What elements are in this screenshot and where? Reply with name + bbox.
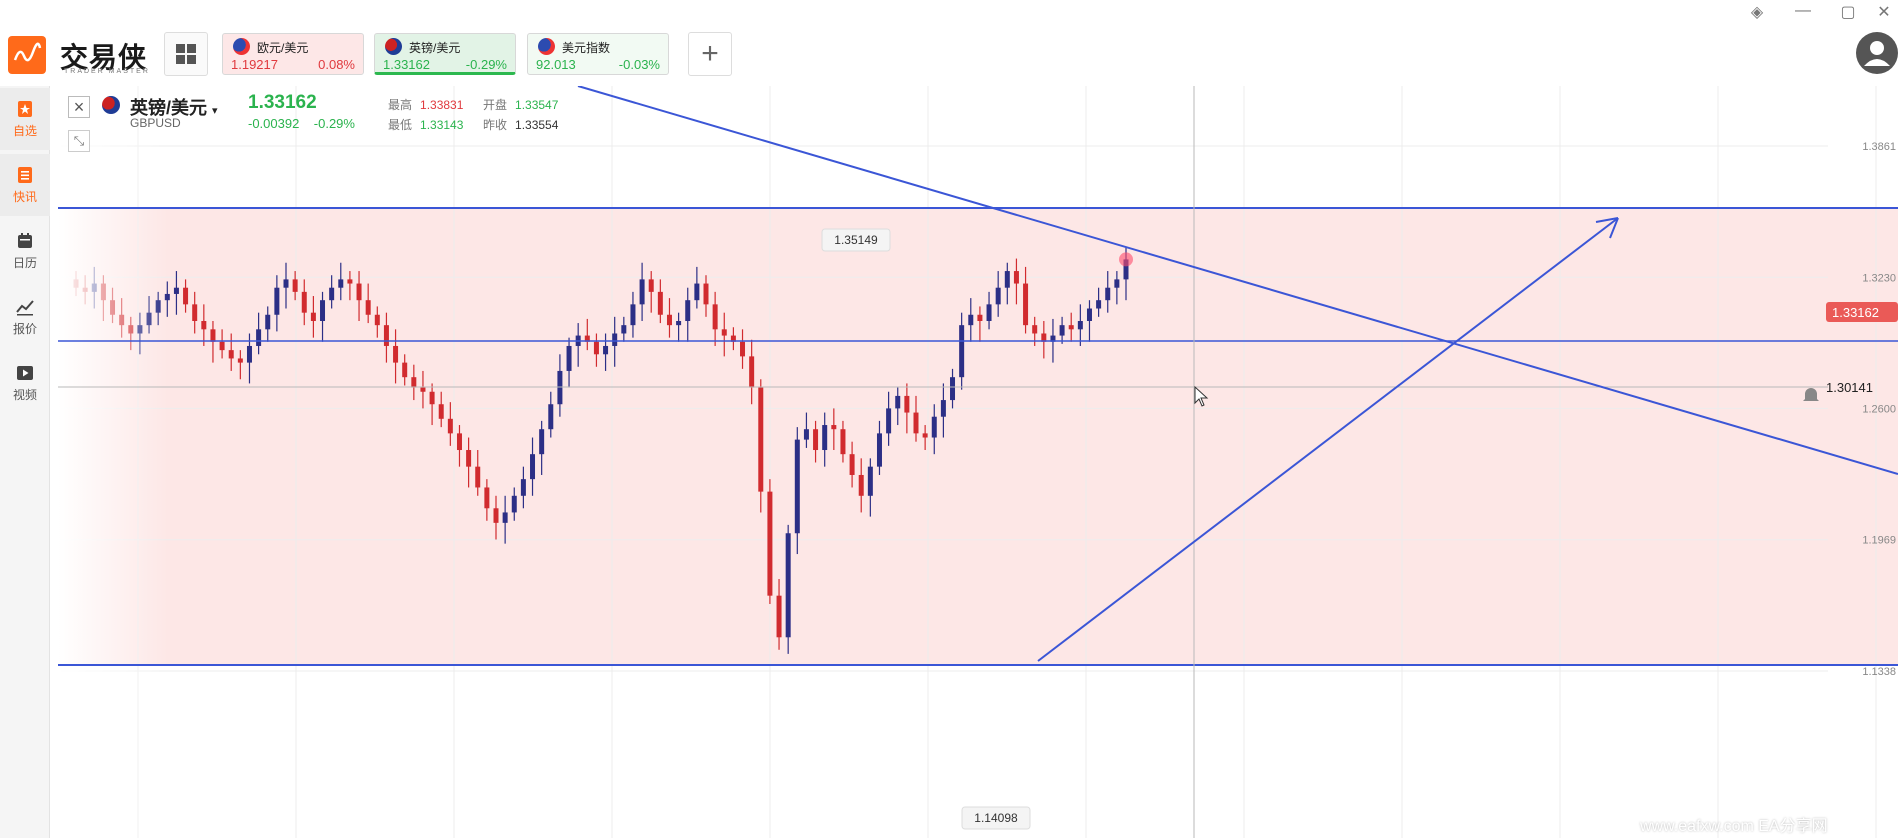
stat-high: 最高 1.33831 — [388, 96, 463, 113]
eu-us-flag-icon — [233, 38, 250, 55]
annotation-box — [821, 228, 891, 252]
top-bar: 交易侠 TRADER MASTER 欧元/美元 1.19217 0.08% 英镑… — [0, 0, 1898, 86]
annotation-text: 1.14098 — [974, 811, 1018, 825]
quote-tab-price: 1.33162 — [383, 57, 430, 72]
dropdown-caret-icon: ▾ — [212, 105, 218, 117]
quote-tab-price: 1.19217 — [231, 57, 278, 72]
bell-alert-icon — [1803, 388, 1819, 401]
close-chart-button[interactable]: × — [68, 96, 90, 118]
stat-label: 开盘 — [483, 98, 508, 112]
news-list-icon — [18, 167, 32, 183]
stat-open: 开盘 1.33547 — [483, 96, 558, 113]
annotation-box — [961, 806, 1031, 830]
minimize-button[interactable]: — — [1795, 2, 1811, 19]
sidebar-item-label: 视频 — [12, 388, 37, 402]
stat-prev-close: 昨收 1.33554 — [483, 116, 558, 133]
sidebar-item-news[interactable]: 快讯 — [0, 154, 50, 216]
symbol-code: GBPUSD — [130, 116, 181, 130]
quote-tab-change: -0.29% — [465, 57, 507, 72]
grid-icon — [176, 44, 196, 64]
price-tag-text: 1.33162 — [1832, 305, 1879, 320]
stat-value: 1.33143 — [420, 118, 464, 132]
cursor-price-tag: 1.30141 — [1826, 380, 1873, 395]
high-annotation: 1.35149 — [821, 228, 891, 252]
sidebar-item-video[interactable]: 视频 — [0, 352, 50, 414]
logo-wave-icon — [13, 42, 42, 62]
sidebar-item-label: 报价 — [12, 322, 37, 336]
quote-tab-eurusd[interactable]: 欧元/美元 1.19217 0.08% — [222, 33, 364, 75]
user-icon — [1864, 41, 1890, 66]
play-icon — [17, 366, 33, 380]
ascending-trendline — [1037, 217, 1619, 662]
quote-tab-name: 欧元/美元 — [257, 41, 309, 55]
trend-line-icon — [16, 300, 34, 316]
quote-tab-change: 0.08% — [318, 57, 355, 72]
arrow-head — [1595, 217, 1619, 239]
collapse-chart-button[interactable]: ⤡ — [68, 130, 90, 152]
low-annotation: 1.14098 — [961, 806, 1031, 830]
close-window-button[interactable]: ✕ — [1877, 4, 1891, 21]
annotation-text: 1.35149 — [834, 233, 878, 247]
symbol-price: 1.33162 — [248, 92, 317, 113]
quote-tab-change: -0.03% — [618, 57, 660, 72]
change-value: -0.00392 — [248, 116, 300, 131]
mouse-cursor-icon — [1194, 385, 1209, 407]
change-percent: -0.29% — [313, 116, 355, 131]
uk-us-flag-icon — [102, 96, 120, 114]
avatar[interactable] — [1856, 32, 1898, 74]
quote-tab-price: 92.013 — [536, 57, 576, 72]
stat-label: 昨收 — [483, 118, 508, 132]
brand-name: 交易侠 — [60, 41, 148, 74]
quote-tab-usdindex[interactable]: 美元指数 92.013 -0.03% — [527, 33, 669, 75]
descending-trendline — [577, 86, 1898, 475]
sidebar-item-label: 自选 — [12, 124, 37, 138]
left-sidebar: 自选 快讯 日历 报价 视频 — [0, 86, 50, 838]
sidebar-item-quotes[interactable]: 报价 — [0, 286, 50, 348]
stat-value: 1.33547 — [515, 98, 559, 112]
quote-tab-gbpusd[interactable]: 英镑/美元 1.33162 -0.29% — [374, 33, 516, 75]
watermark: www.eafxw.com EA分享网 — [1640, 818, 1828, 835]
sidebar-item-label: 快讯 — [12, 190, 37, 204]
stat-value: 1.33554 — [515, 118, 559, 132]
plus-icon: + — [701, 37, 719, 70]
stat-low: 最低 1.33143 — [388, 116, 463, 133]
left-fade — [58, 86, 1898, 838]
chart-panel: 1.38611.32301.26001.19691.13381.351491.1… — [58, 86, 1898, 838]
quote-tab-name: 美元指数 — [562, 41, 611, 55]
stat-label: 最高 — [388, 98, 413, 112]
stat-label: 最低 — [388, 118, 413, 132]
calendar-icon — [18, 233, 32, 248]
sidebar-item-watchlist[interactable]: 自选 — [0, 88, 50, 150]
stat-value: 1.33831 — [420, 98, 464, 112]
sidebar-item-label: 日历 — [12, 256, 37, 270]
skin-icon[interactable]: ◈ — [1750, 4, 1764, 21]
maximize-button[interactable]: ▢ — [1840, 4, 1856, 21]
us-flag-icon — [538, 38, 555, 55]
sidebar-item-calendar[interactable]: 日历 — [0, 220, 50, 282]
quote-tab-name: 英镑/美元 — [409, 41, 461, 55]
uk-us-flag-icon — [385, 38, 402, 55]
current-price-marker — [1119, 252, 1133, 267]
current-price-tag: 1.33162 — [1826, 302, 1898, 322]
candlestick-chart[interactable]: 1.38611.32301.26001.19691.13381.351491.1… — [58, 86, 1898, 838]
symbol-selector[interactable]: 英镑/美元 ▾ — [130, 94, 218, 120]
app-logo — [8, 36, 46, 74]
star-bookmark-icon — [18, 101, 32, 117]
price-tag-box — [1826, 302, 1898, 322]
brand-subtitle: TRADER MASTER — [64, 68, 150, 75]
layout-grid-button[interactable] — [164, 32, 208, 76]
add-tab-button[interactable]: + — [688, 32, 732, 76]
symbol-change: -0.00392 -0.29% — [248, 116, 355, 131]
symbol-name: 英镑/美元 — [130, 98, 208, 118]
